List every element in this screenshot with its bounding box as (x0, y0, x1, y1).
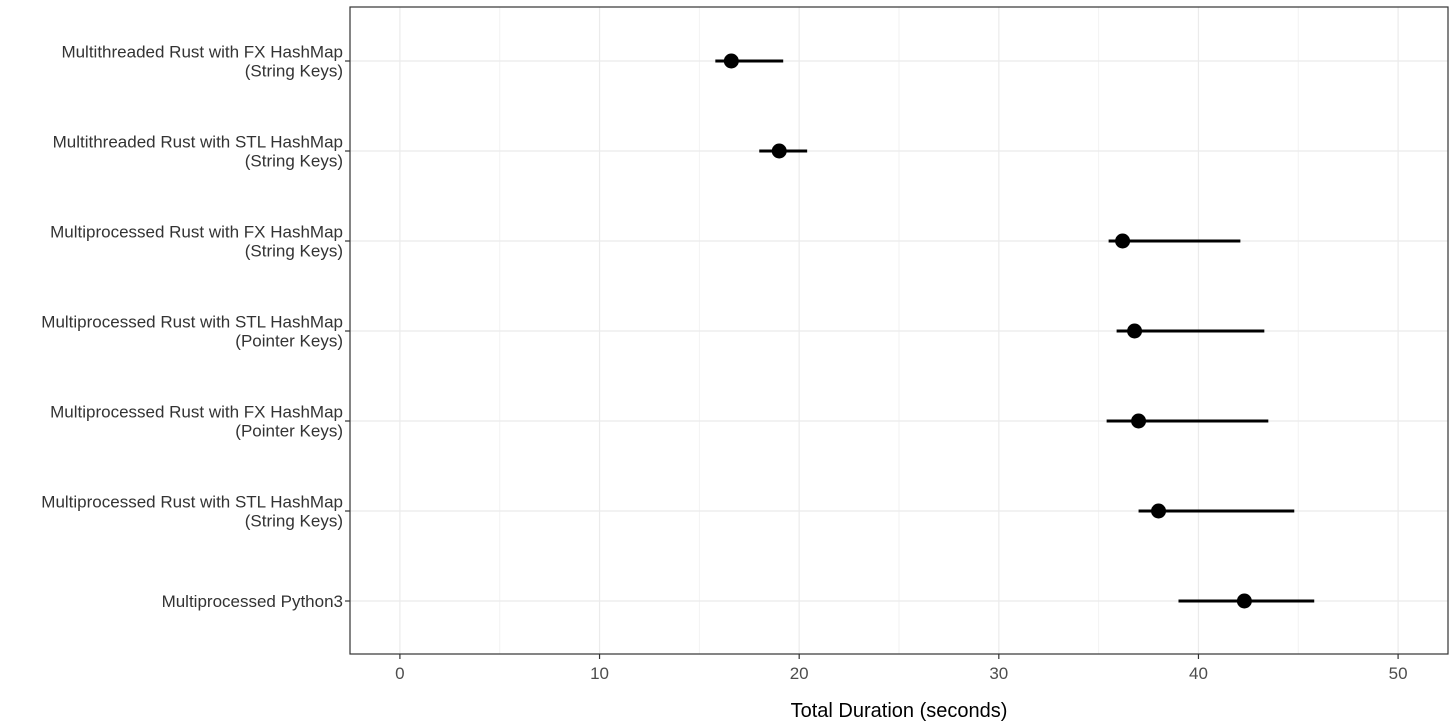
data-point (1236, 593, 1252, 609)
x-tick-label: 50 (1389, 664, 1408, 683)
data-point (1127, 323, 1143, 339)
data-point (1151, 503, 1167, 519)
x-tick-label: 30 (989, 664, 1008, 683)
data-point (723, 53, 739, 69)
y-category-label: (String Keys) (245, 512, 343, 531)
y-category-label: (Pointer Keys) (235, 332, 343, 351)
x-tick-label: 0 (395, 664, 404, 683)
point-ranges (715, 53, 1315, 609)
x-axis: 0 10 20 30 40 50 (395, 654, 1408, 683)
y-category-label: Multiprocessed Rust with STL HashMap (41, 313, 343, 332)
y-category-label: Multiprocessed Rust with FX HashMap (50, 403, 343, 422)
x-axis-title: Total Duration (seconds) (791, 700, 1008, 722)
y-axis: Multithreaded Rust with FX HashMap(Strin… (41, 43, 350, 611)
grid-lines (350, 7, 1448, 654)
x-tick-label: 20 (790, 664, 809, 683)
x-tick-label: 40 (1189, 664, 1208, 683)
y-category-label: Multithreaded Rust with FX HashMap (61, 43, 343, 62)
y-category-label: (String Keys) (245, 152, 343, 171)
y-category-label: (String Keys) (245, 242, 343, 261)
y-category-label: Multithreaded Rust with STL HashMap (53, 133, 343, 152)
y-category-label: Multiprocessed Rust with STL HashMap (41, 493, 343, 512)
data-point (771, 143, 787, 159)
x-tick-label: 10 (590, 664, 609, 683)
data-point (1115, 233, 1131, 249)
y-category-label: (String Keys) (245, 62, 343, 81)
y-category-label: Multiprocessed Python3 (162, 592, 343, 611)
data-point (1131, 413, 1147, 429)
y-category-label: (Pointer Keys) (235, 422, 343, 441)
y-category-label: Multiprocessed Rust with FX HashMap (50, 223, 343, 242)
